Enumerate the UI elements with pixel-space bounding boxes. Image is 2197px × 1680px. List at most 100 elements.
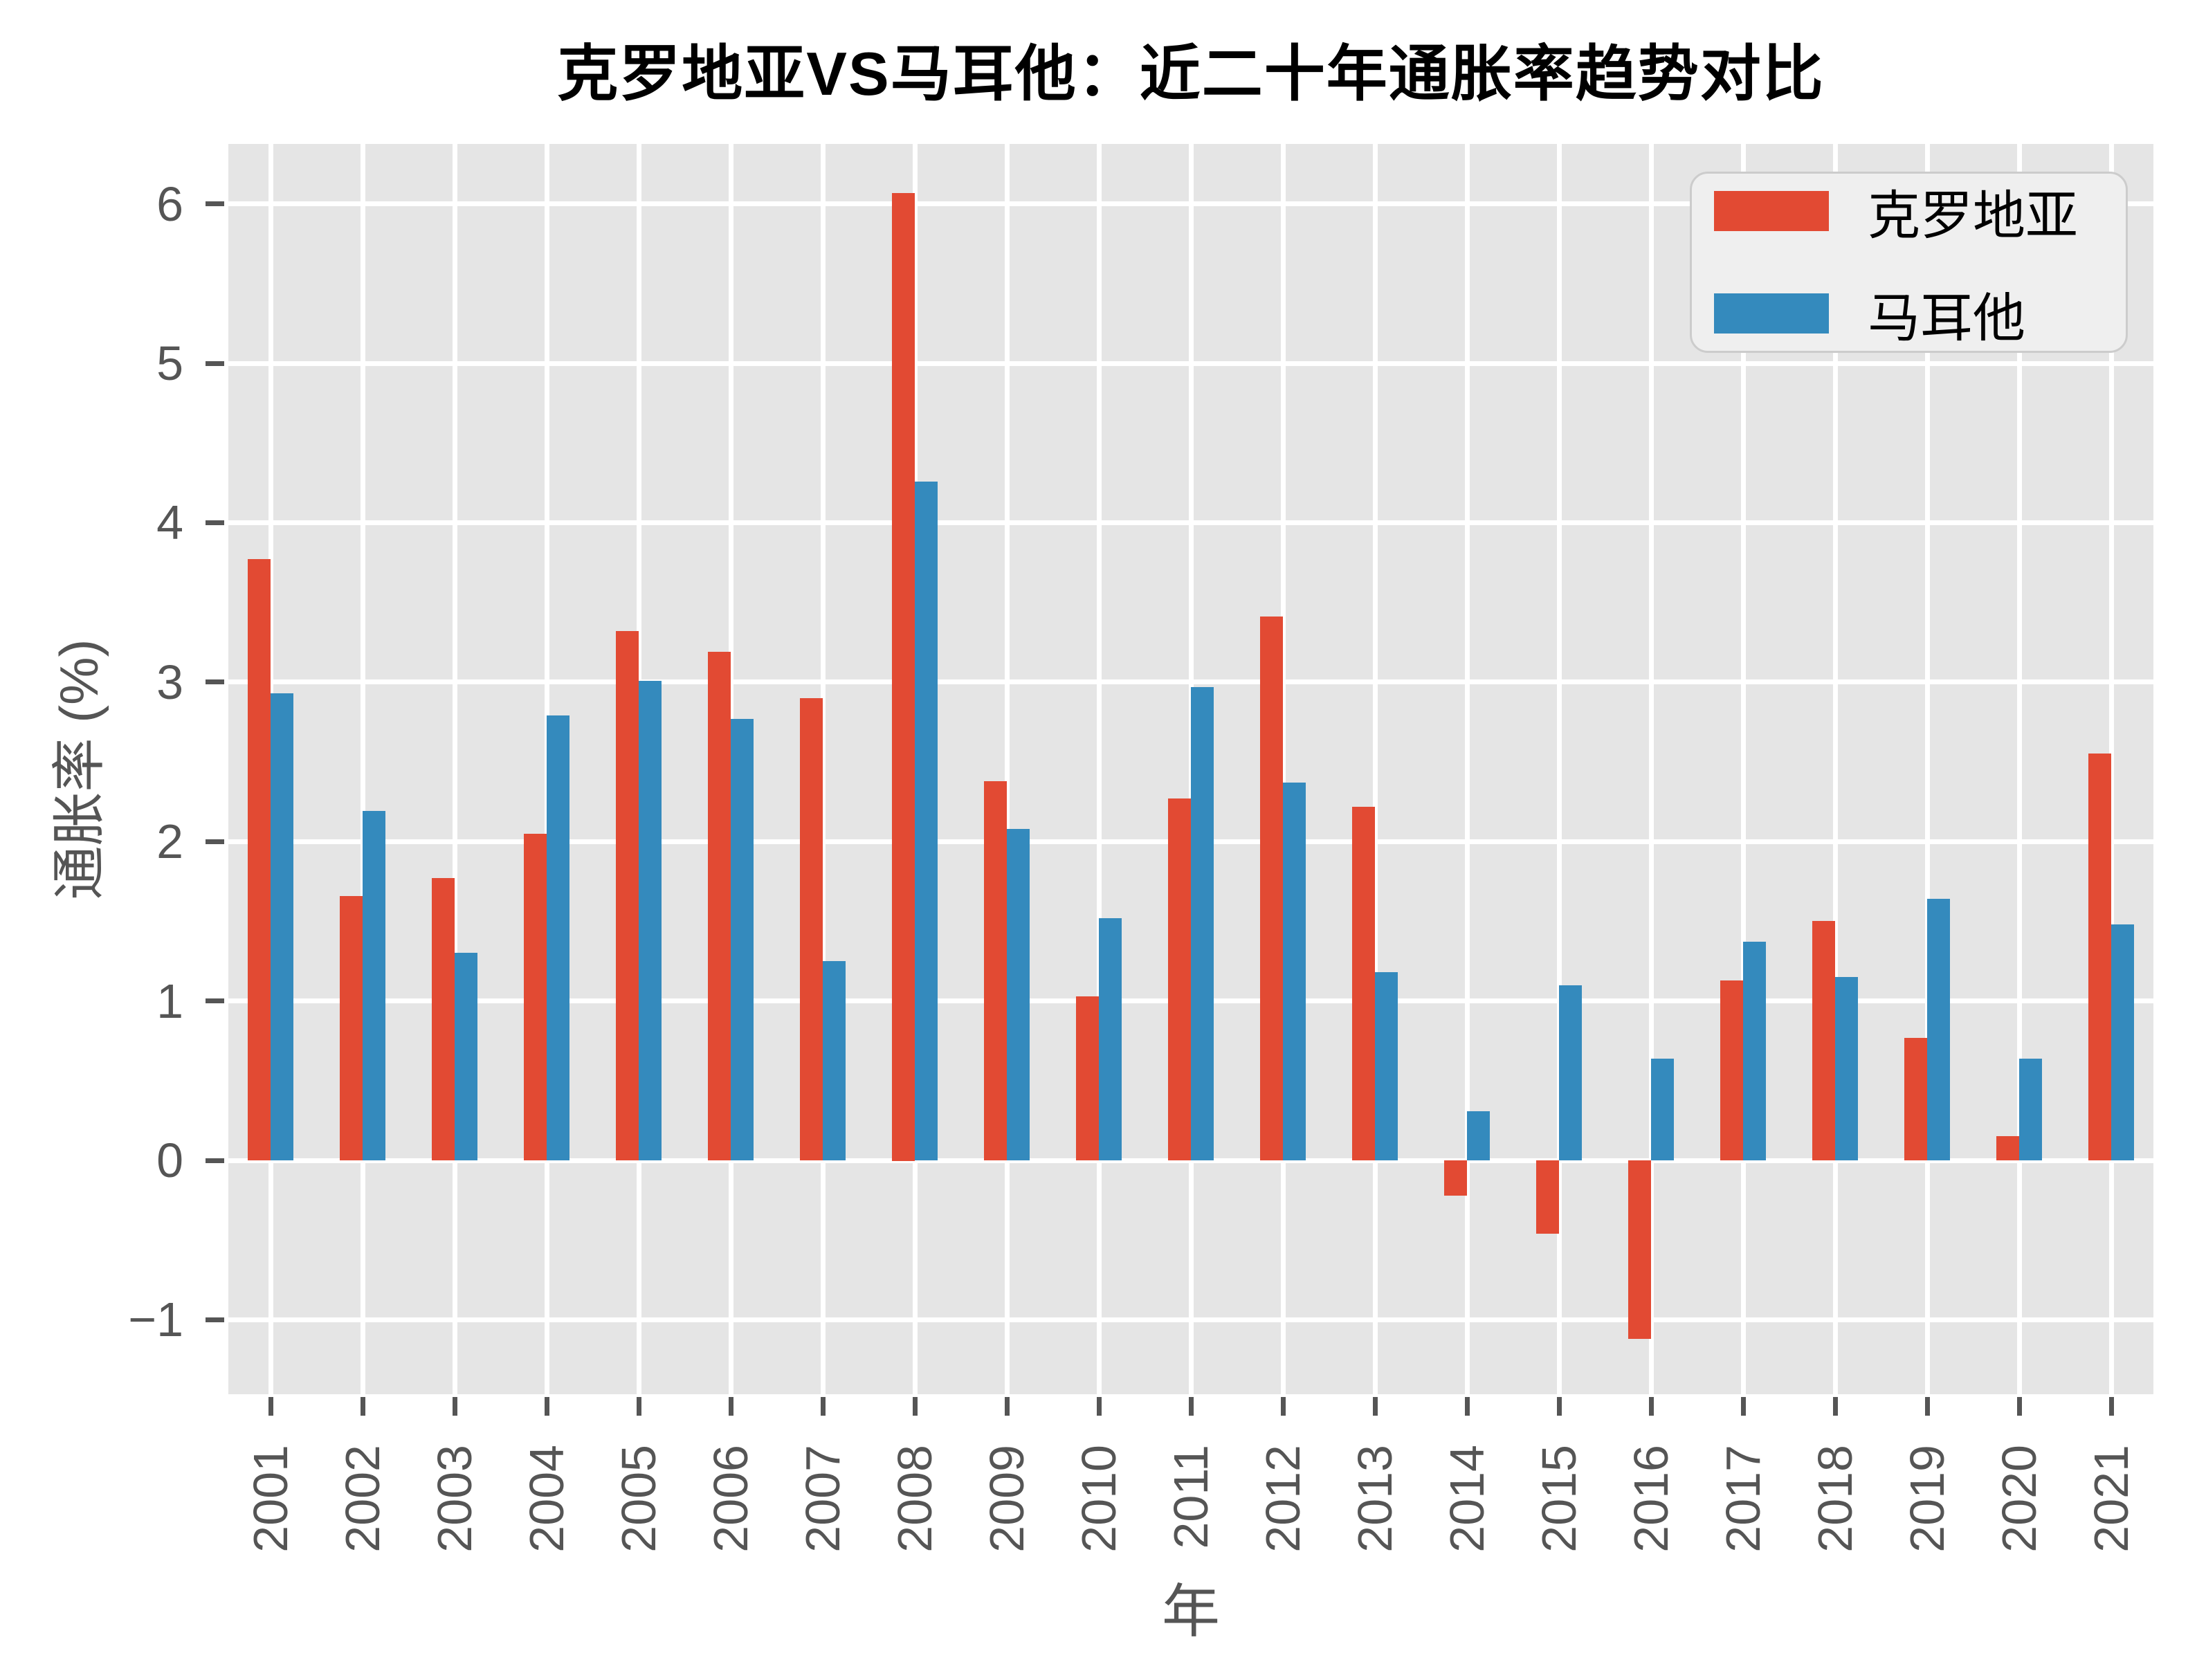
x-tick-label-2018: 2018	[1808, 1445, 1862, 1553]
bar-malta-2014	[1467, 1111, 1490, 1160]
x-gridline-2015	[1557, 144, 1562, 1394]
x-tick-2008	[913, 1397, 918, 1416]
x-tick-2004	[545, 1397, 549, 1416]
x-tick-label-2009: 2009	[980, 1445, 1034, 1553]
x-tick-2016	[1649, 1397, 1654, 1416]
bar-malta-2006	[731, 719, 754, 1160]
bar-croatia-2021	[2088, 754, 2111, 1160]
y-tick-0	[206, 1158, 224, 1163]
x-tick-label-2015: 2015	[1532, 1445, 1586, 1553]
x-tick-label-2002: 2002	[336, 1445, 390, 1553]
x-tick-label-2013: 2013	[1348, 1445, 1402, 1553]
bar-malta-2008	[915, 482, 938, 1160]
bar-malta-2013	[1375, 972, 1398, 1160]
bar-croatia-2003	[432, 878, 455, 1160]
legend-swatch-malta	[1714, 293, 1829, 334]
x-tick-2018	[1833, 1397, 1838, 1416]
x-gridline-2010	[1097, 144, 1102, 1394]
x-gridline-2014	[1465, 144, 1470, 1394]
legend-label-malta: 马耳他	[1868, 289, 2025, 348]
x-tick-2014	[1465, 1397, 1470, 1416]
bar-malta-2011	[1191, 687, 1214, 1160]
bar-croatia-2016	[1628, 1160, 1651, 1339]
x-tick-label-2016: 2016	[1624, 1445, 1678, 1553]
y-tick-5	[206, 361, 224, 366]
bar-croatia-2013	[1352, 807, 1375, 1160]
bar-croatia-2010	[1076, 996, 1099, 1160]
x-tick-label-2006: 2006	[704, 1445, 758, 1553]
x-tick-label-2010: 2010	[1072, 1445, 1126, 1553]
bar-croatia-2008	[892, 193, 915, 1161]
y-tick-label-0: 0	[156, 1133, 183, 1187]
x-gridline-2021	[2109, 144, 2114, 1394]
x-tick-label-2007: 2007	[796, 1445, 850, 1553]
bar-malta-2017	[1743, 942, 1766, 1160]
x-tick-label-2014: 2014	[1440, 1445, 1494, 1553]
x-gridline-2007	[821, 144, 826, 1394]
x-tick-2005	[637, 1397, 641, 1416]
x-gridline-2012	[1281, 144, 1286, 1394]
x-gridline-2002	[361, 144, 365, 1394]
y-tick-label-4: 4	[156, 495, 183, 549]
x-gridline-2016	[1649, 144, 1654, 1394]
x-gridline-2003	[453, 144, 457, 1394]
bar-malta-2009	[1007, 829, 1030, 1160]
x-tick-label-2011: 2011	[1164, 1445, 1218, 1549]
bar-malta-2003	[455, 953, 477, 1160]
y-tick-label-3: 3	[156, 655, 183, 709]
bar-croatia-2006	[708, 652, 731, 1160]
bar-malta-2016	[1651, 1059, 1674, 1160]
bar-croatia-2014	[1444, 1160, 1467, 1196]
x-tick-label-2019: 2019	[1900, 1445, 1954, 1553]
legend-entry-malta: 马耳他	[1714, 275, 2126, 351]
x-tick-2002	[361, 1397, 365, 1416]
x-tick-2001	[268, 1397, 273, 1416]
x-tick-2006	[729, 1397, 733, 1416]
y-tick-3	[206, 679, 224, 684]
x-tick-label-2012: 2012	[1256, 1445, 1310, 1553]
x-tick-label-2008: 2008	[888, 1445, 942, 1553]
x-tick-label-2001: 2001	[244, 1445, 298, 1553]
x-gridline-2017	[1741, 144, 1746, 1394]
y-tick-label-1: 1	[156, 974, 183, 1028]
bar-malta-2005	[639, 681, 662, 1160]
bar-malta-2007	[823, 961, 846, 1160]
bar-malta-2010	[1099, 918, 1122, 1160]
bar-croatia-2001	[248, 559, 271, 1160]
y-tick-4	[206, 520, 224, 525]
y-tick-2	[206, 839, 224, 844]
y-tick-label-6: 6	[156, 177, 183, 231]
x-tick-label-2005: 2005	[612, 1445, 666, 1553]
legend: 克罗地亚马耳他	[1690, 172, 2128, 353]
x-gridline-2018	[1833, 144, 1838, 1394]
bar-croatia-2015	[1536, 1160, 1559, 1234]
x-tick-2010	[1097, 1397, 1102, 1416]
x-tick-2020	[2017, 1397, 2022, 1416]
bar-croatia-2004	[524, 834, 547, 1160]
y-tick-1	[206, 998, 224, 1003]
bar-croatia-2018	[1812, 921, 1835, 1160]
bar-croatia-2009	[984, 781, 1007, 1160]
legend-entry-croatia: 克罗地亚	[1714, 173, 2126, 249]
x-tick-2007	[821, 1397, 826, 1416]
bar-croatia-2011	[1168, 798, 1191, 1160]
x-tick-2017	[1741, 1397, 1746, 1416]
y-tick-label-5: 5	[156, 336, 183, 390]
bar-croatia-2002	[340, 896, 363, 1160]
x-tick-label-2020: 2020	[1992, 1445, 2046, 1553]
bar-malta-2019	[1927, 899, 1950, 1160]
y-tick-label-2: 2	[156, 814, 183, 868]
y-tick-6	[206, 201, 224, 206]
x-gridline-2020	[2017, 144, 2022, 1394]
bar-croatia-2007	[800, 698, 823, 1160]
bar-malta-2002	[363, 811, 385, 1160]
bar-malta-2015	[1559, 985, 1582, 1160]
y-tick--1	[206, 1317, 224, 1322]
bar-malta-2020	[2019, 1059, 2042, 1160]
x-tick-2011	[1189, 1397, 1194, 1416]
bar-malta-2004	[547, 715, 569, 1160]
bar-croatia-2019	[1904, 1038, 1927, 1160]
x-tick-2012	[1281, 1397, 1286, 1416]
x-axis-label: 年	[1161, 1579, 1220, 1644]
